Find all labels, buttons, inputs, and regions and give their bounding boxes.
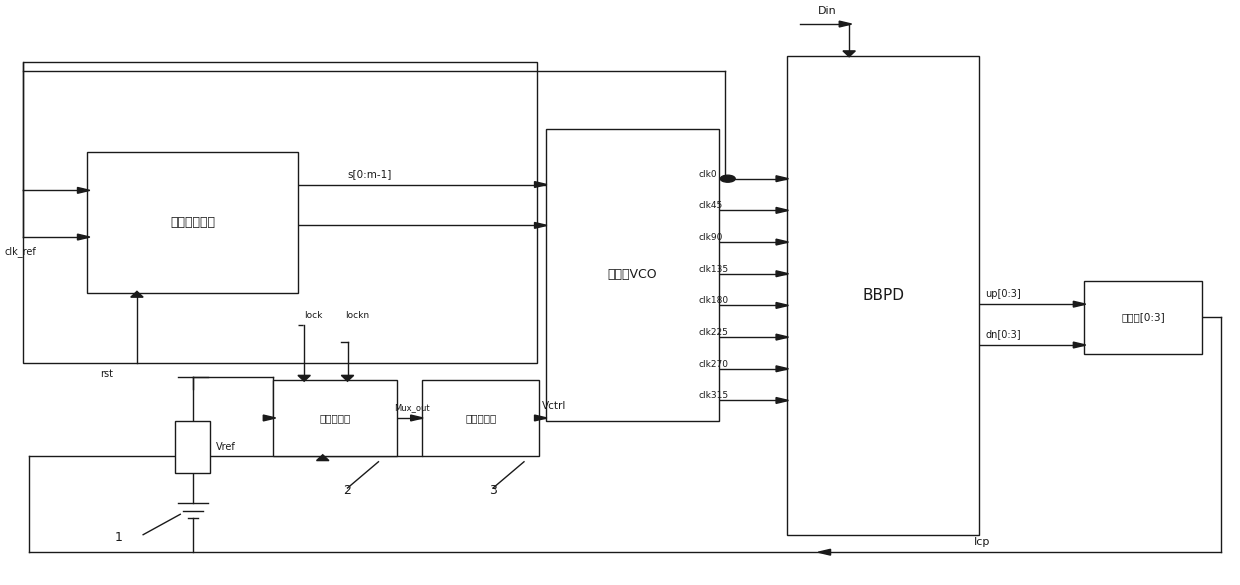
Polygon shape <box>818 549 831 555</box>
Polygon shape <box>316 455 329 460</box>
Text: clk225: clk225 <box>698 328 728 337</box>
Bar <box>87 153 298 292</box>
Polygon shape <box>776 208 789 214</box>
Text: Din: Din <box>818 6 837 16</box>
Bar <box>273 380 397 456</box>
Polygon shape <box>263 415 275 421</box>
Text: Vctrl: Vctrl <box>542 401 567 411</box>
Polygon shape <box>776 271 789 277</box>
Polygon shape <box>1074 342 1086 348</box>
Text: Vref: Vref <box>216 442 236 452</box>
Polygon shape <box>534 415 547 421</box>
Bar <box>175 421 210 473</box>
Text: 1: 1 <box>114 531 123 544</box>
Text: clk135: clk135 <box>698 264 728 274</box>
Polygon shape <box>1074 301 1086 307</box>
Polygon shape <box>776 366 789 371</box>
Text: BBPD: BBPD <box>862 288 904 303</box>
Text: Icp: Icp <box>975 536 991 547</box>
Polygon shape <box>410 415 423 421</box>
Polygon shape <box>77 187 89 193</box>
Text: s[0:m-1]: s[0:m-1] <box>347 169 392 179</box>
Text: 低通滤波器: 低通滤波器 <box>465 413 496 423</box>
Text: 电荷泵[0:3]: 电荷泵[0:3] <box>1121 312 1166 322</box>
Polygon shape <box>298 376 310 381</box>
Text: 2: 2 <box>343 484 351 497</box>
Text: clk270: clk270 <box>698 360 728 369</box>
Text: dn[0:3]: dn[0:3] <box>986 329 1021 339</box>
Polygon shape <box>776 239 789 245</box>
Bar <box>546 129 719 421</box>
Polygon shape <box>776 176 789 181</box>
Bar <box>24 62 537 363</box>
Polygon shape <box>843 51 856 57</box>
Text: clk0: clk0 <box>698 170 717 178</box>
Circle shape <box>720 175 735 182</box>
Text: clk90: clk90 <box>698 233 723 242</box>
Text: clk180: clk180 <box>698 296 728 305</box>
Bar <box>1085 281 1202 354</box>
Polygon shape <box>534 222 547 228</box>
Text: clk_ref: clk_ref <box>5 246 36 257</box>
Text: Mux_out: Mux_out <box>394 403 430 412</box>
Polygon shape <box>534 181 547 187</box>
Text: lockn: lockn <box>345 311 370 321</box>
Text: lock: lock <box>304 311 322 321</box>
Polygon shape <box>839 21 852 27</box>
Text: 频带切换电路: 频带切换电路 <box>170 216 216 229</box>
Bar <box>787 56 980 535</box>
Text: 二选一电路: 二选一电路 <box>320 413 351 423</box>
Polygon shape <box>341 376 353 381</box>
Polygon shape <box>776 334 789 340</box>
Text: clk315: clk315 <box>698 391 728 400</box>
Text: clk45: clk45 <box>698 201 722 210</box>
Polygon shape <box>776 398 789 404</box>
Text: 多频带VCO: 多频带VCO <box>608 269 657 281</box>
Text: rst: rst <box>99 369 113 379</box>
Polygon shape <box>130 291 143 297</box>
Polygon shape <box>77 234 89 240</box>
Polygon shape <box>776 302 789 308</box>
Bar <box>422 380 539 456</box>
Text: 3: 3 <box>489 484 497 497</box>
Text: up[0:3]: up[0:3] <box>986 288 1022 299</box>
